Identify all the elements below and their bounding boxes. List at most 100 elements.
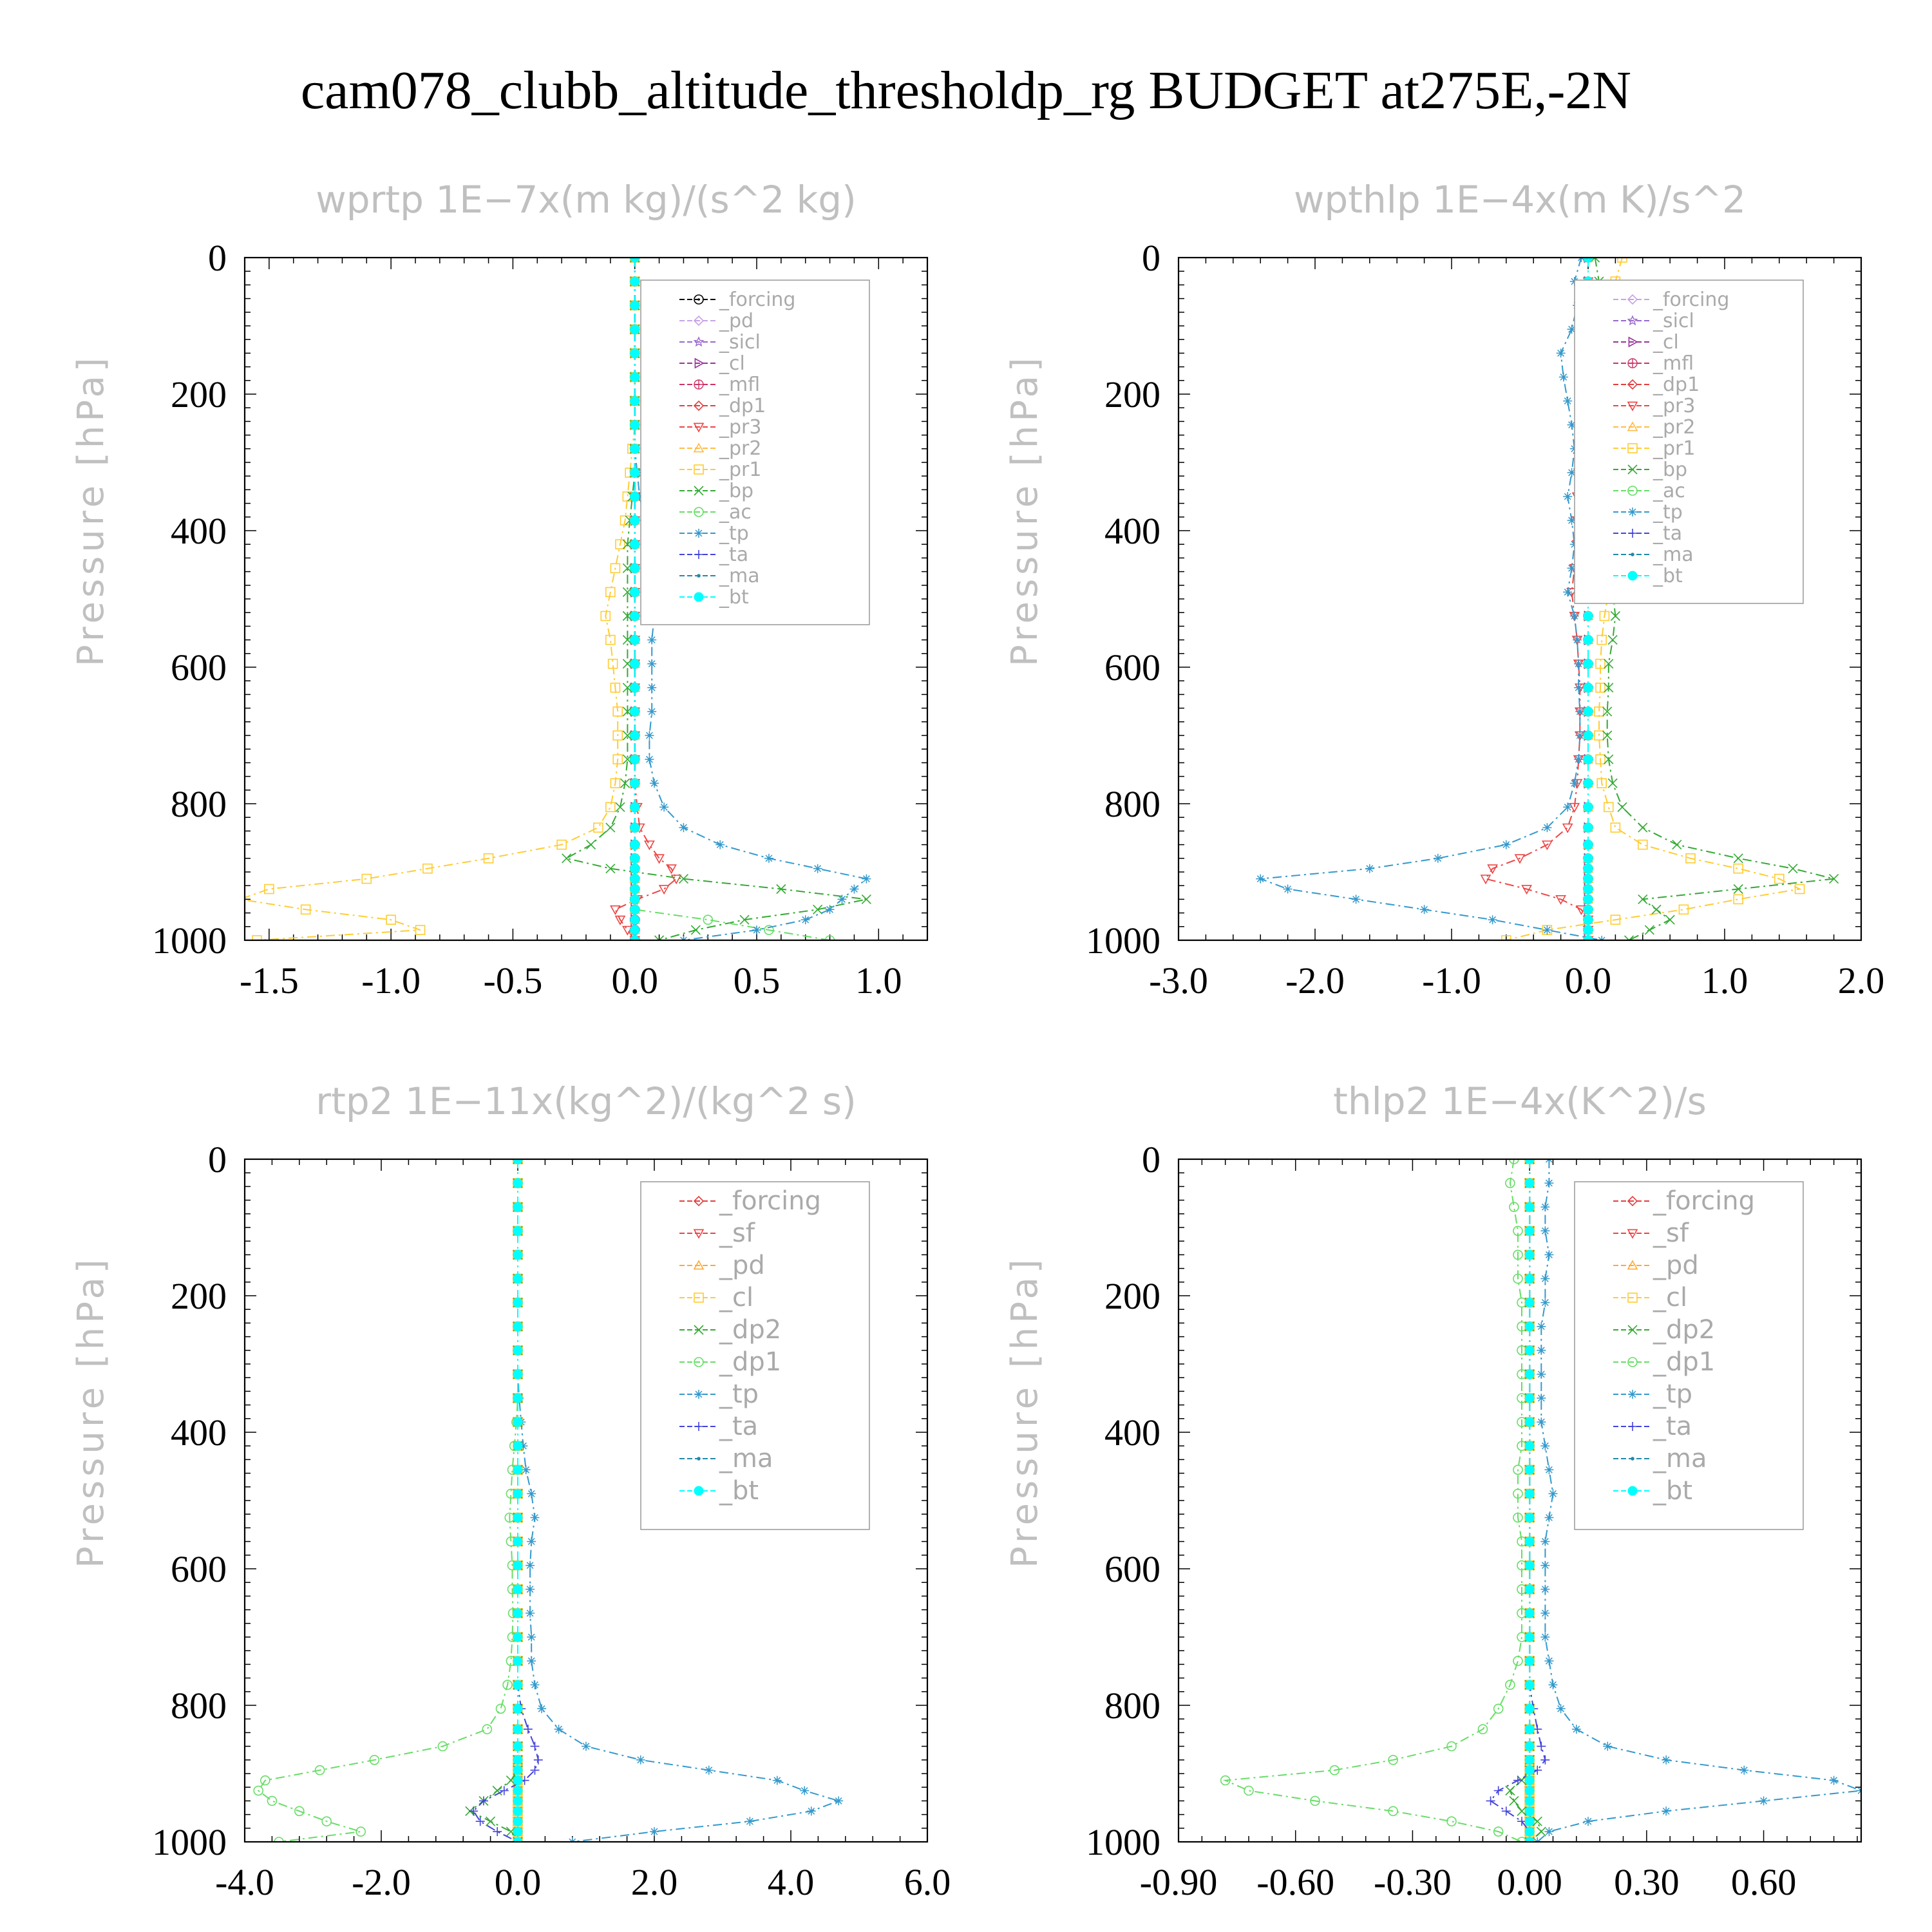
data-point	[422, 863, 433, 874]
data-point	[1524, 1703, 1535, 1714]
data-point	[849, 884, 859, 894]
legend-marker	[693, 400, 705, 412]
chart-panel: thlp2 1E−4x(K^2)/s Pressure [hPa] 0 200 400 6…	[1004, 1079, 1862, 1903]
x-tick-label: 2.0	[631, 1861, 678, 1903]
data-point	[1524, 1513, 1535, 1522]
legend-marker	[694, 550, 703, 559]
legend-label: _bp	[719, 480, 753, 502]
data-point	[582, 1741, 591, 1751]
data-point	[834, 1796, 844, 1806]
data-point	[527, 1537, 536, 1546]
data-point	[622, 635, 632, 645]
legend-entry: _tp	[1613, 501, 1683, 524]
legend-entry: _bt	[679, 1476, 759, 1506]
x-tick-label: -0.90	[1140, 1861, 1218, 1903]
data-point	[1524, 1632, 1535, 1642]
legend-marker	[1627, 1293, 1638, 1303]
legend-marker	[1628, 529, 1637, 538]
data-point	[610, 905, 621, 915]
x-tick-label: -0.30	[1374, 1861, 1452, 1903]
data-point	[1388, 1755, 1398, 1765]
legend-marker	[1627, 486, 1638, 496]
data-point	[1513, 1488, 1523, 1499]
legend-label: _ta	[719, 1412, 758, 1441]
data-point	[630, 874, 640, 884]
data-point	[1540, 1226, 1550, 1236]
data-point	[1524, 1345, 1535, 1356]
legend-marker	[1628, 1390, 1637, 1399]
x-tick-label: -0.5	[484, 960, 543, 1001]
y-tick-label: 0	[1142, 1139, 1160, 1180]
legend-marker	[694, 1486, 704, 1496]
data-point	[1829, 874, 1839, 884]
data-point	[1594, 730, 1604, 741]
data-point	[267, 1795, 278, 1806]
legend-entry: _pr3	[1613, 395, 1695, 417]
data-point	[1604, 683, 1614, 693]
data-point	[1524, 1393, 1535, 1403]
legend-label: _mfl	[1653, 352, 1694, 375]
data-point	[739, 914, 750, 925]
data-point	[1638, 894, 1648, 904]
data-point	[630, 659, 640, 669]
data-point	[1524, 1816, 1535, 1826]
data-point	[647, 635, 657, 645]
data-point	[1540, 1560, 1550, 1570]
data-point	[361, 873, 372, 884]
data-point	[1604, 754, 1614, 764]
data-point	[513, 1656, 523, 1666]
data-point	[1594, 706, 1604, 717]
data-point	[1739, 1765, 1749, 1775]
data-point	[1509, 1159, 1519, 1164]
legend-box	[640, 1181, 870, 1530]
data-point	[523, 1725, 533, 1734]
x-tick-label: 1.0	[855, 960, 902, 1001]
data-point	[1544, 1513, 1554, 1522]
data-point	[614, 915, 626, 925]
x-tick-label: 2.0	[1838, 960, 1885, 1001]
legend-label: _pr2	[1653, 416, 1695, 439]
data-point	[530, 1765, 540, 1775]
legend-label: _forcing	[1653, 289, 1729, 311]
data-point	[1794, 884, 1805, 895]
legend-marker	[693, 336, 705, 347]
data-point	[1524, 1298, 1535, 1308]
data-point	[1446, 1816, 1457, 1826]
data-point	[513, 1795, 523, 1806]
legend-marker	[1627, 571, 1638, 581]
y-tick-label: 200	[1104, 1275, 1160, 1317]
data-point	[1388, 1806, 1398, 1817]
data-point	[437, 1741, 448, 1752]
data-point	[1540, 1298, 1550, 1307]
legend-entry: _cl	[679, 1283, 753, 1312]
data-point	[274, 1837, 284, 1842]
data-point	[1567, 420, 1577, 430]
data-point	[1583, 904, 1593, 914]
legend-marker	[1627, 1260, 1638, 1270]
y-tick-label: 400	[171, 510, 227, 552]
data-point	[1524, 1826, 1535, 1837]
legend-marker	[697, 574, 701, 578]
data-point	[513, 1806, 523, 1816]
data-point	[1477, 1724, 1488, 1734]
legend-label: _pr3	[1653, 395, 1695, 417]
legend-marker	[1628, 1422, 1637, 1431]
data-point	[1310, 1795, 1320, 1806]
data-point	[630, 420, 640, 430]
data-point	[1419, 905, 1429, 914]
data-point	[647, 659, 657, 668]
y-tick-label: 600	[1104, 647, 1160, 688]
legend-entry: _ma	[679, 1444, 773, 1473]
data-point	[1788, 864, 1798, 874]
legend-box	[640, 279, 870, 625]
y-tick-label: 0	[1142, 237, 1160, 279]
data-point	[1567, 468, 1577, 477]
legend-label: _dp2	[719, 1315, 781, 1345]
data-point	[1524, 1608, 1535, 1618]
legend-entry: _dp2	[1613, 1315, 1715, 1345]
data-point	[1583, 802, 1593, 812]
data-point	[1513, 1226, 1523, 1236]
data-point	[1514, 854, 1526, 864]
data-point	[513, 1608, 523, 1618]
legend-label: _dp1	[719, 1347, 781, 1377]
